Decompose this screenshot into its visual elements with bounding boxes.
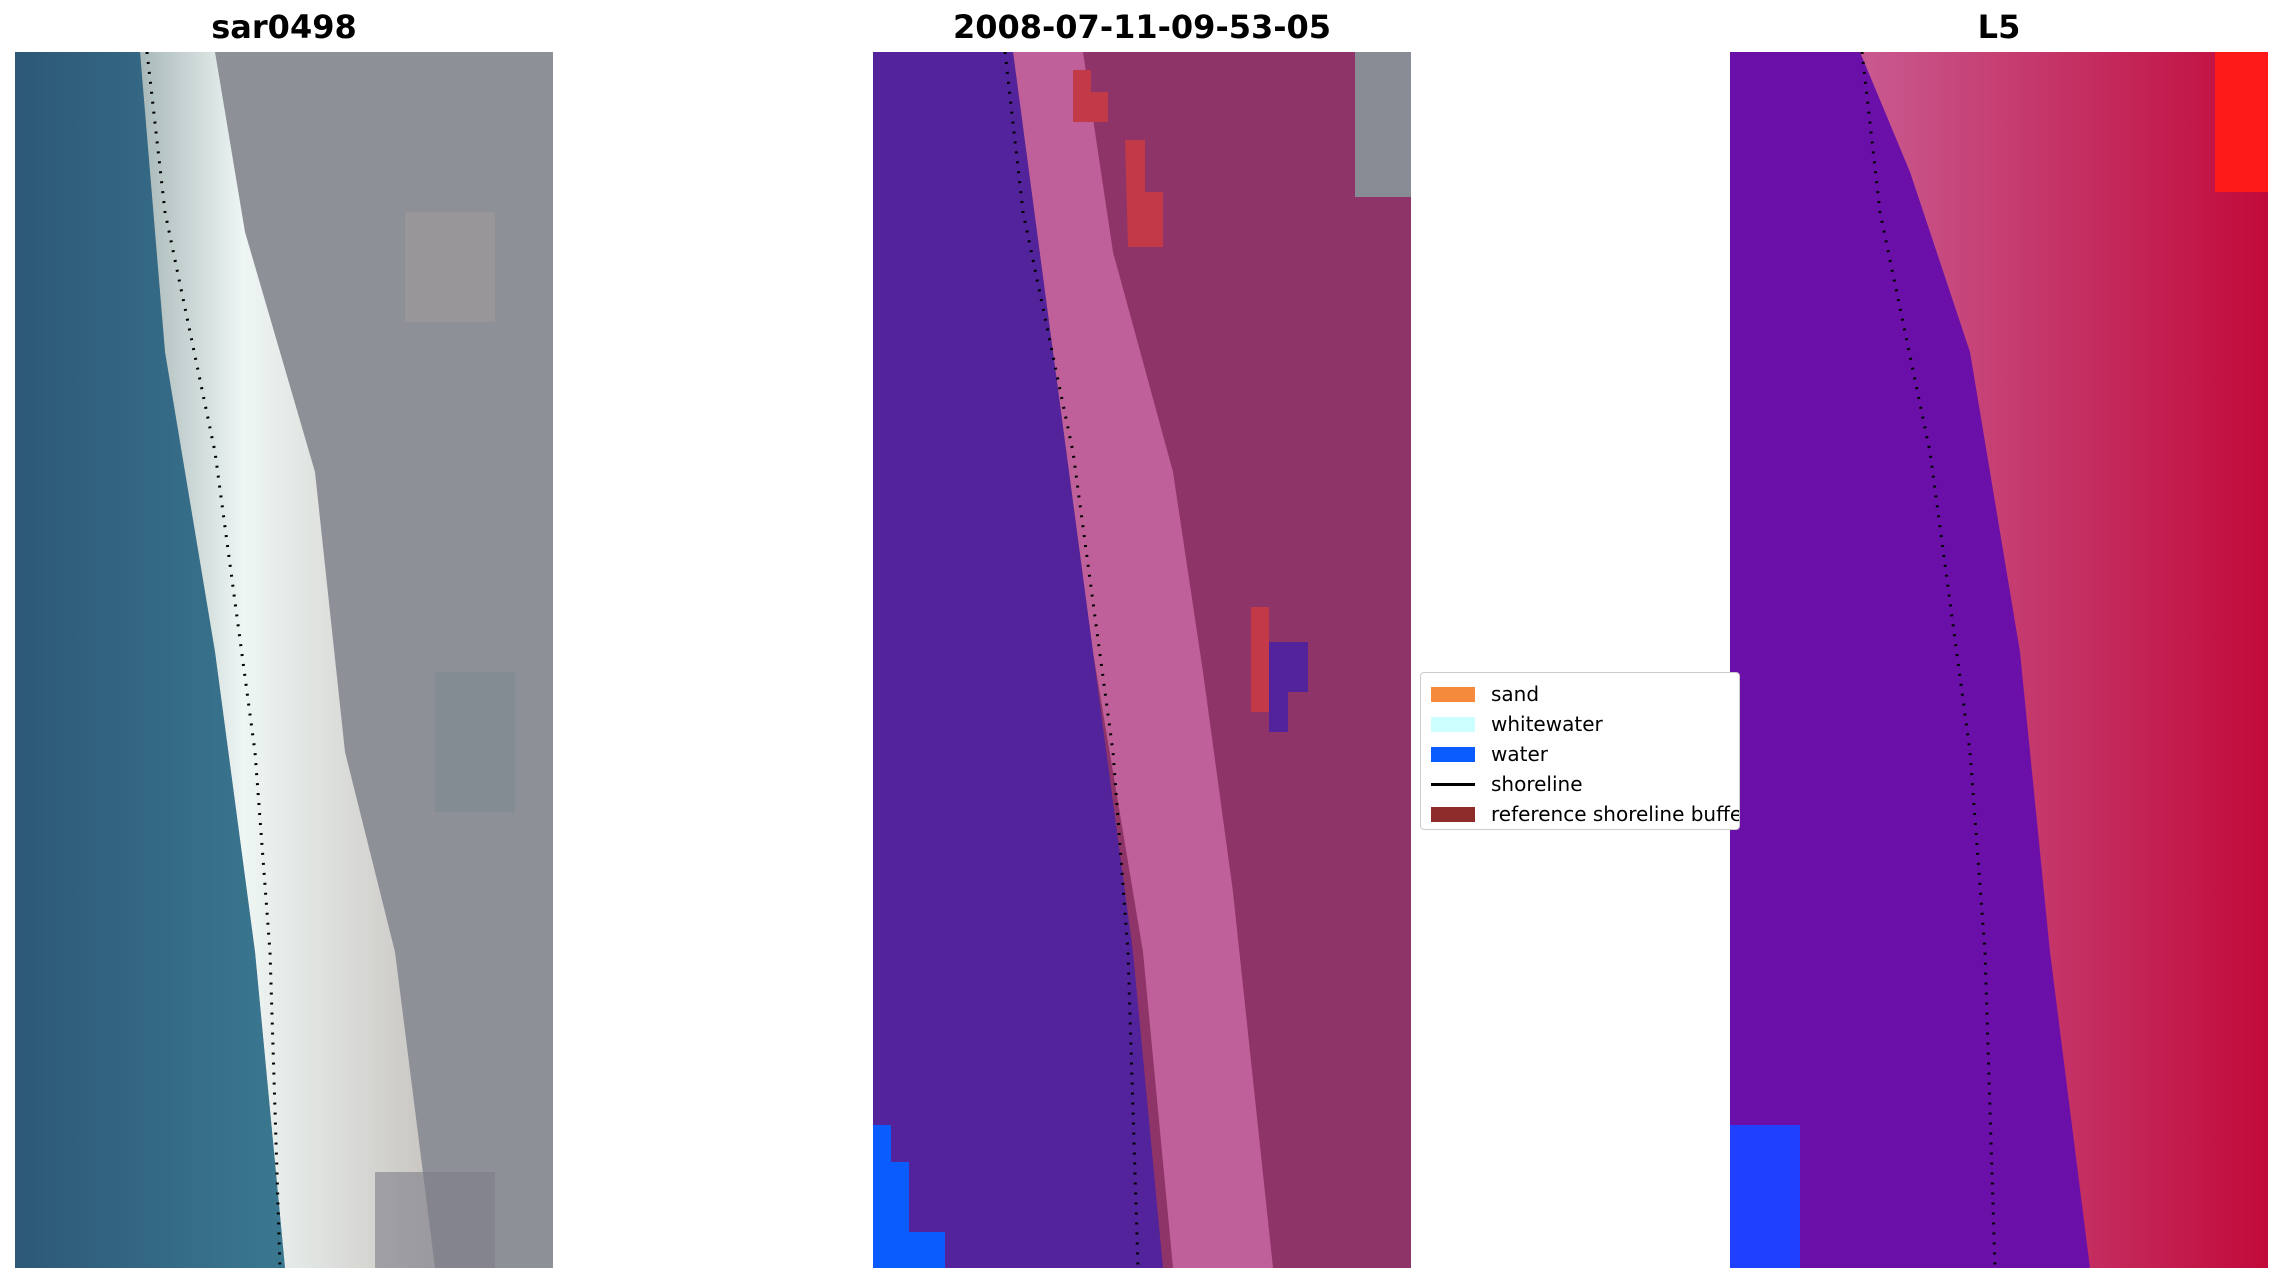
whitewater-swatch bbox=[1431, 716, 1475, 732]
legend-label: reference shoreline buffer bbox=[1491, 802, 1740, 826]
legend-item-shoreline: shoreline bbox=[1431, 769, 1729, 799]
legend-label: sand bbox=[1491, 682, 1540, 706]
sand-swatch bbox=[1431, 686, 1475, 702]
rgb-image bbox=[15, 52, 553, 1268]
high-index-area bbox=[1860, 52, 2268, 1268]
water-area bbox=[15, 52, 285, 1268]
legend-item-reference-buffer: reference shoreline buffer bbox=[1431, 799, 1739, 829]
gray-class-area bbox=[1355, 52, 1411, 197]
legend-label: whitewater bbox=[1491, 712, 1603, 736]
peak-index-area bbox=[2215, 52, 2268, 192]
legend-item-whitewater: whitewater bbox=[1431, 709, 1729, 739]
index-panel bbox=[1730, 52, 2268, 1268]
classification-image bbox=[873, 52, 1411, 1268]
water-class-area bbox=[873, 52, 1163, 1268]
legend-label: water bbox=[1491, 742, 1548, 766]
buffer-swatch bbox=[1431, 806, 1475, 822]
legend: sand whitewater water shoreline referenc… bbox=[1420, 672, 1740, 830]
deep-water-area bbox=[1730, 1125, 1800, 1268]
red-class-area bbox=[1073, 70, 1108, 122]
land-patch bbox=[375, 1172, 495, 1268]
beach-area bbox=[140, 52, 435, 1268]
index-image bbox=[1730, 52, 2268, 1268]
buffer-class-area bbox=[1013, 52, 1273, 1268]
panel-title-index: L5 bbox=[1977, 8, 2021, 46]
land-patch bbox=[435, 672, 515, 812]
legend-label: shoreline bbox=[1491, 772, 1583, 796]
red-class-area bbox=[1125, 140, 1163, 247]
shoreline-line-swatch bbox=[1431, 782, 1475, 786]
rgb-image-panel bbox=[15, 52, 553, 1268]
panel-title-classification: 2008-07-11-09-53-05 bbox=[952, 8, 1332, 46]
water-swatch bbox=[1431, 746, 1475, 762]
water-class-area bbox=[873, 1125, 945, 1268]
legend-item-water: water bbox=[1431, 739, 1729, 769]
classification-panel bbox=[873, 52, 1411, 1268]
legend-item-sand: sand bbox=[1431, 679, 1729, 709]
land-patch bbox=[405, 212, 495, 322]
water-class-patch bbox=[1269, 642, 1308, 732]
red-class-area bbox=[1251, 607, 1269, 712]
panel-title-rgb: sar0498 bbox=[211, 8, 357, 46]
